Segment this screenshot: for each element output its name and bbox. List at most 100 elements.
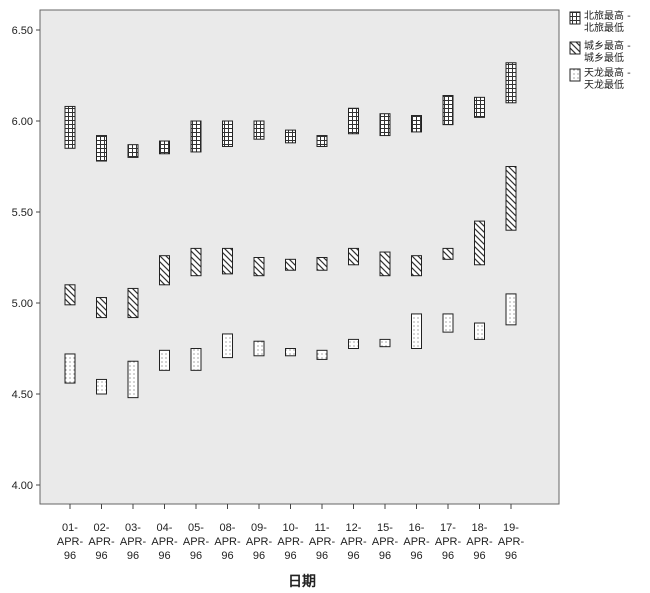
high-low-bar [64,105,76,149]
x-tick-label: 11- [314,522,329,534]
high-low-bar [253,340,265,357]
x-tick-label: 96 [473,550,485,562]
x-tick-label: 96 [410,550,422,562]
y-tick-label: 4.00 [12,480,33,492]
x-tick-label: 18- [472,522,488,534]
bar-group [64,62,517,399]
high-low-bar [316,257,328,271]
high-low-bar [505,293,517,326]
x-tick-label: 19- [503,522,519,534]
y-tick-label: 5.50 [12,207,33,219]
x-tick-label: 96 [284,550,296,562]
y-tick-label: 4.50 [12,389,33,401]
x-tick-label: APR- [151,536,178,548]
high-low-bar [253,120,265,140]
x-tick-label: 96 [95,550,107,562]
high-low-bar [127,144,139,158]
x-tick-label: 03- [125,522,141,534]
x-tick-label: 96 [505,550,517,562]
x-tick-label: APR- [498,536,525,548]
high-low-bar [127,287,139,319]
legend-label: 城乡最高 - [584,39,631,52]
high-low-bar [253,257,265,277]
x-tick-label: 17- [440,522,456,534]
x-axis-title: 日期 [288,574,316,590]
high-low-bar [190,120,202,153]
high-low-bar [285,129,296,144]
high-low-bar [474,220,485,266]
high-low-bar [159,255,170,286]
legend-label: 北旅最高 - [584,9,631,22]
x-tick-label: 16- [409,522,425,534]
x-tick-label: APR- [214,536,241,548]
x-tick-label: 12- [346,522,362,534]
x-tick-label: APR- [277,536,304,548]
x-tick-label: 96 [253,550,265,562]
legend-label: 城乡最低 [584,51,624,64]
high-low-bar [505,62,517,104]
x-tick-label: APR- [466,536,493,548]
plot-area [39,9,560,505]
y-tick-label: 6.50 [12,25,33,37]
high-low-bar [285,258,296,271]
high-low-bar [505,166,517,231]
high-low-bar [222,333,233,359]
legend-label: 天龙最低 [584,78,624,91]
x-tick-label: APR- [120,536,147,548]
x-tick-label: 08- [220,522,236,534]
y-axis: 4.00 4.50 5.00 5.50 6.00 6.50 [12,25,40,492]
x-tick-label: 05- [188,522,204,534]
high-low-bar [474,96,485,118]
high-low-bar [379,251,391,277]
x-tick-label: APR- [372,536,399,548]
high-low-bar [348,107,359,135]
high-low-bar [379,338,391,348]
high-low-bar [190,348,202,371]
x-axis: 01- APR- 96 02- APR- 96 03- APR- 96 04- APR- 96 05- A… [57,504,525,562]
x-tick-label: APR- [309,536,336,548]
legend-swatch [569,11,581,25]
high-low-bar [379,113,391,137]
high-low-bar [96,378,107,395]
high-low-bar [411,115,422,133]
x-tick-label: APR- [183,536,210,548]
high-low-bar [222,120,233,147]
x-tick-label: 96 [221,550,233,562]
high-low-bar [64,284,76,306]
x-tick-label: 96 [127,550,139,562]
x-tick-label: APR- [88,536,115,548]
legend-swatch [569,41,581,55]
x-tick-label: 96 [347,550,359,562]
high-low-bar [348,338,359,349]
x-tick-label: APR- [403,536,430,548]
y-tick-label: 5.00 [12,298,33,310]
high-low-bar [96,297,107,319]
high-low-bar [442,95,454,126]
high-low-bar [96,135,107,162]
high-low-bar [222,247,233,275]
x-tick-label: APR- [435,536,462,548]
x-tick-label: 09- [251,522,267,534]
legend-label: 天龙最高 - [584,66,631,79]
high-low-bar [64,353,76,384]
x-tick-label: APR- [246,536,273,548]
high-low-bar [474,322,485,340]
x-tick-label: 96 [190,550,202,562]
x-tick-label: 01- [62,522,78,534]
legend-swatch [569,68,581,82]
x-tick-label: 02- [94,522,110,534]
high-low-bar [442,247,454,260]
x-tick-label: 15- [377,522,393,534]
y-tick-label: 6.00 [12,116,33,128]
high-low-bar [442,313,454,333]
high-low-bar [159,140,170,155]
high-low-bar [159,349,170,371]
x-tick-label: APR- [57,536,84,548]
x-tick-label: 96 [158,550,170,562]
high-low-bar [348,247,359,266]
x-tick-label: APR- [340,536,367,548]
x-tick-label: 10- [283,522,299,534]
x-tick-label: 04- [157,522,173,534]
